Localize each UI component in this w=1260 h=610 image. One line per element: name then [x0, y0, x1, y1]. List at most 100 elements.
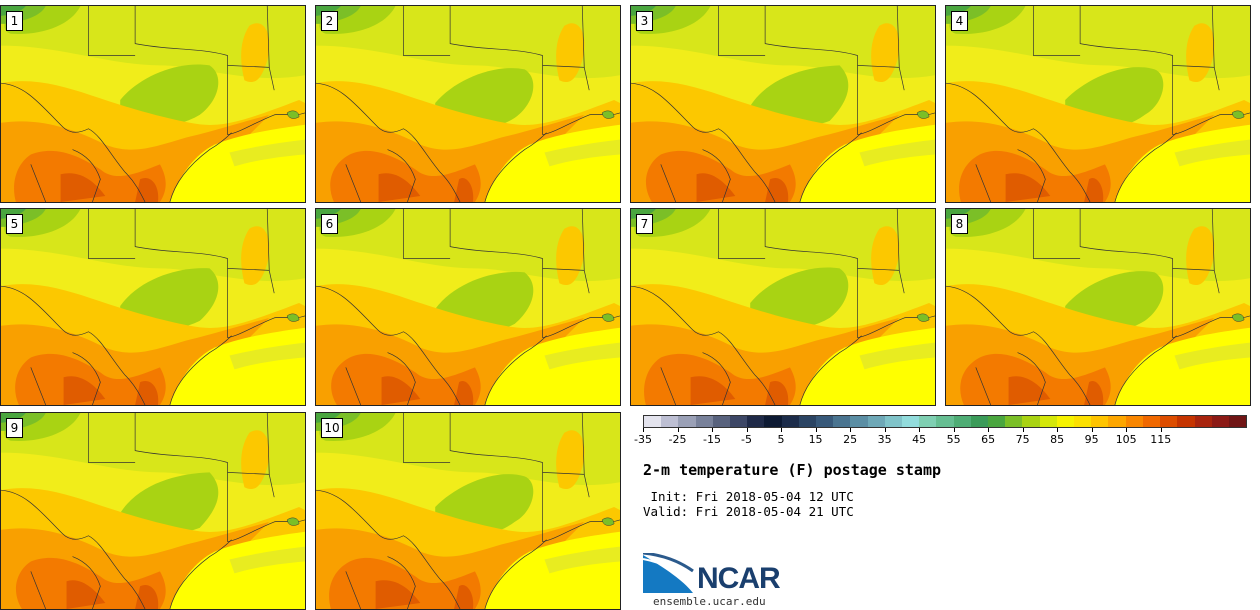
ensemble-member-panel: 7 [630, 208, 936, 406]
colorbar-tick-label: -35 [634, 433, 652, 446]
logo-text: NCAR [697, 562, 781, 595]
colorbar-tick-label: 65 [981, 433, 996, 446]
colorbar-tick [850, 428, 852, 432]
member-number-label: 2 [321, 11, 338, 31]
member-number-label: 7 [636, 214, 653, 234]
ensemble-member-panel: 3 [630, 5, 936, 203]
colorbar-cell [730, 416, 748, 427]
member-number-label: 9 [6, 418, 23, 438]
ncar-logo-icon [643, 553, 694, 593]
colorbar-cell [1177, 416, 1195, 427]
temperature-map [946, 6, 1250, 202]
colorbar-cell [1005, 416, 1023, 427]
colorbar-cell [747, 416, 765, 427]
ensemble-member-panel: 6 [315, 208, 621, 406]
colorbar-tick [1091, 428, 1093, 432]
colorbar-tick-label: 55 [946, 433, 961, 446]
temperature-map [316, 209, 620, 405]
temperature-map [316, 6, 620, 202]
colorbar-tick-label: 105 [1115, 433, 1137, 446]
colorbar-tick-label: 5 [777, 433, 785, 446]
colorbar-cell [695, 416, 713, 427]
colorbar-cell [1056, 416, 1075, 427]
temperature-map [946, 209, 1250, 405]
colorbar-tick [781, 428, 783, 432]
colorbar-cell [919, 416, 937, 427]
colorbar-tick-label: 15 [808, 433, 823, 446]
colorbar-cell [712, 416, 731, 427]
member-number-label: 8 [951, 214, 968, 234]
temperature-map [316, 413, 620, 609]
temperature-colorbar [643, 415, 1247, 428]
colorbar-tick [712, 428, 714, 432]
colorbar-tick [884, 428, 886, 432]
colorbar-cell [833, 416, 851, 427]
colorbar-tick-label: 95 [1084, 433, 1099, 446]
valid-time: Valid: Fri 2018-05-04 21 UTC [643, 504, 854, 519]
member-number-label: 5 [6, 214, 23, 234]
member-number-label: 10 [321, 418, 343, 438]
colorbar-tick [988, 428, 990, 432]
colorbar-cell [902, 416, 920, 427]
colorbar-tick-label: 75 [1015, 433, 1030, 446]
temperature-map [631, 209, 935, 405]
colorbar-cell [953, 416, 971, 427]
colorbar-cell [988, 416, 1006, 427]
site-url: ensemble.ucar.edu [653, 595, 766, 608]
colorbar-cell [1091, 416, 1109, 427]
colorbar-tick [1022, 428, 1024, 432]
colorbar-tick-label: -25 [668, 433, 687, 446]
colorbar-cell [936, 416, 954, 427]
colorbar-cell [884, 416, 903, 427]
colorbar-cell [644, 416, 662, 427]
colorbar-tick-label: 45 [912, 433, 927, 446]
colorbar-cell [1125, 416, 1143, 427]
ensemble-member-panel: 5 [0, 208, 306, 406]
colorbar-tick [677, 428, 679, 432]
colorbar-cell [1142, 416, 1161, 427]
colorbar-tick-label: 35 [877, 433, 892, 446]
colorbar-tick [643, 428, 644, 432]
colorbar-cell [970, 416, 989, 427]
colorbar-tick [815, 428, 817, 432]
colorbar-cell [661, 416, 679, 427]
colorbar-cell [678, 416, 696, 427]
ensemble-member-panel: 9 [0, 412, 306, 610]
temperature-map [1, 6, 305, 202]
member-number-label: 1 [6, 11, 23, 31]
colorbar-cell [1108, 416, 1126, 427]
colorbar-cell [798, 416, 817, 427]
colorbar-tick-label: -5 [741, 433, 753, 446]
member-number-label: 4 [951, 11, 968, 31]
colorbar-cell [1211, 416, 1229, 427]
ensemble-member-panel: 2 [315, 5, 621, 203]
temperature-map [1, 209, 305, 405]
colorbar-ticks: -35 -25 -15 -5 5 15 25 35 45 55 65 75 85 95 105 115 [634, 428, 1247, 450]
temperature-map [631, 6, 935, 202]
colorbar-tick [1057, 428, 1059, 432]
colorbar-tick [953, 428, 955, 432]
colorbar-tick-label: 115 [1150, 433, 1172, 446]
colorbar-cell [1074, 416, 1092, 427]
colorbar-tick [1126, 428, 1128, 432]
colorbar-tick [1160, 428, 1162, 432]
colorbar-tick-label: -15 [703, 433, 721, 446]
member-number-label: 6 [321, 214, 338, 234]
colorbar-cell [850, 416, 868, 427]
colorbar-tick [746, 428, 748, 432]
colorbar-tick-label: 25 [843, 433, 858, 446]
ensemble-member-panel: 4 [945, 5, 1251, 203]
ensemble-member-panel: 1 [0, 5, 306, 203]
temperature-map [1, 413, 305, 609]
init-time: Init: Fri 2018-05-04 12 UTC [643, 489, 854, 504]
ensemble-member-panel: 10 [315, 412, 621, 610]
colorbar-cell [867, 416, 885, 427]
colorbar-cell [781, 416, 799, 427]
colorbar-tick-label: 85 [1050, 433, 1065, 446]
colorbar-cell [764, 416, 782, 427]
colorbar-cell [816, 416, 834, 427]
colorbar-cell [1228, 416, 1247, 427]
member-number-label: 3 [636, 11, 653, 31]
colorbar-cell [1039, 416, 1057, 427]
colorbar-cell [1160, 416, 1178, 427]
